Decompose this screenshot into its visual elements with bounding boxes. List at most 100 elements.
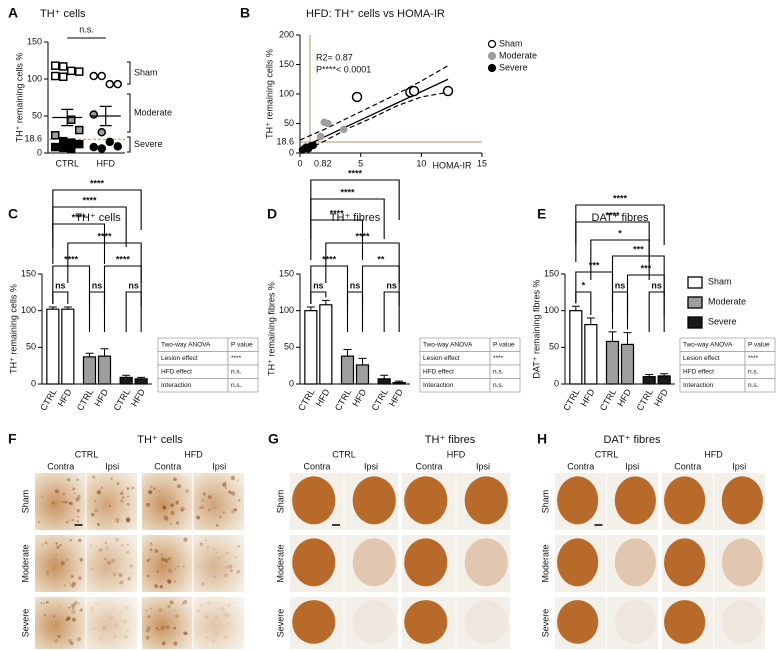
bar xyxy=(584,324,598,385)
error-bar xyxy=(85,352,94,357)
micrograph-detail xyxy=(62,492,66,496)
micrograph-detail xyxy=(55,489,60,494)
confidence-band xyxy=(299,91,449,154)
micrograph-detail xyxy=(404,600,448,644)
row-label: Sham xyxy=(20,490,30,514)
category-label: CTRL xyxy=(370,387,390,412)
error-bar xyxy=(571,305,580,311)
table-text: P value xyxy=(748,341,770,348)
micrograph-detail xyxy=(464,538,508,587)
micrograph-detail xyxy=(175,502,178,505)
micrograph-detail xyxy=(148,558,151,561)
significance-bracket xyxy=(88,291,106,332)
micrograph-detail xyxy=(233,508,238,512)
micrograph-detail xyxy=(145,628,150,633)
bar xyxy=(569,310,583,385)
micrograph-detail xyxy=(126,635,129,638)
significance-label: **** xyxy=(322,254,337,264)
table-text: **** xyxy=(231,355,242,362)
micrograph-detail xyxy=(229,568,233,573)
micrograph-detail xyxy=(207,508,211,512)
micrograph-detail xyxy=(200,505,205,510)
micrograph-detail xyxy=(154,549,159,553)
table-text: Two-way ANOVA xyxy=(683,341,733,348)
micrograph-detail xyxy=(163,515,168,520)
y-axis-label: TH⁺ remaining cells % xyxy=(264,49,274,139)
micrograph-detail xyxy=(41,495,44,498)
micrograph-detail xyxy=(126,487,130,490)
micrograph-detail xyxy=(230,475,235,481)
micrograph-detail xyxy=(129,564,133,568)
micrograph-detail xyxy=(90,512,95,517)
significance-bracket xyxy=(310,291,327,304)
regression-line xyxy=(299,78,449,149)
micrograph-detail xyxy=(196,631,199,635)
micrograph-detail xyxy=(196,515,201,520)
micrograph-detail xyxy=(215,551,218,554)
data-point xyxy=(113,79,122,89)
micrograph-detail xyxy=(214,615,219,619)
micrograph xyxy=(193,597,244,649)
micrograph xyxy=(35,597,86,649)
category-label: CTRL xyxy=(561,387,581,412)
significance-bracket xyxy=(125,291,142,332)
category-label: HFD xyxy=(97,158,116,168)
error-bar xyxy=(608,331,617,342)
significance-label: **** xyxy=(330,208,345,218)
micrograph-detail xyxy=(213,506,216,509)
annotation: R2= 0.87 xyxy=(316,52,353,62)
micrograph xyxy=(86,535,137,592)
category-label: CTRL xyxy=(635,387,655,412)
micrograph-detail xyxy=(60,560,65,565)
row-label: Moderate xyxy=(275,544,285,582)
micrograph-detail xyxy=(89,544,92,547)
significance-label: ns xyxy=(651,280,662,290)
data-point xyxy=(59,62,68,71)
micrograph-detail xyxy=(213,575,216,578)
micrograph-detail xyxy=(119,491,124,496)
micrograph-detail xyxy=(111,558,116,563)
micrograph-detail xyxy=(180,506,185,512)
significance-label: **** xyxy=(605,210,620,220)
side-label: Contra xyxy=(415,461,442,471)
micrograph xyxy=(142,597,193,649)
micrograph-detail xyxy=(114,623,119,628)
micrograph-detail xyxy=(165,517,169,522)
y-tick-label: 0 xyxy=(289,378,294,388)
micrograph-detail xyxy=(96,522,101,527)
y-tick-label: 50 xyxy=(284,118,294,128)
micrograph-detail xyxy=(149,548,153,552)
micrograph-detail xyxy=(61,561,65,566)
micrograph-detail xyxy=(127,576,132,580)
legend-swatch xyxy=(687,276,703,289)
micrograph-detail xyxy=(227,613,231,618)
legend-label: Sham xyxy=(499,38,523,48)
micrograph-detail xyxy=(72,585,75,588)
micrograph-detail xyxy=(224,486,228,490)
micrograph-detail xyxy=(68,582,71,584)
bar xyxy=(97,355,112,385)
micrograph-detail xyxy=(224,613,229,618)
micrograph-detail xyxy=(221,627,224,630)
micrograph-detail xyxy=(104,541,107,545)
micrograph-detail xyxy=(126,495,130,498)
significance-bracket xyxy=(103,265,142,306)
micrograph-detail xyxy=(225,551,229,555)
y-tick-label: 200 xyxy=(279,29,294,39)
data-point xyxy=(351,91,363,103)
error-bar xyxy=(100,348,109,357)
micrograph-detail xyxy=(71,581,77,586)
y-tick-label: 50 xyxy=(26,342,36,352)
significance-label: ns xyxy=(92,280,103,290)
table-cell xyxy=(489,378,521,393)
significance-label: **** xyxy=(355,231,370,241)
table-cell xyxy=(227,378,259,393)
micrograph-detail xyxy=(160,553,164,556)
micrograph xyxy=(193,473,244,530)
y-tick-label: 100 xyxy=(21,305,36,315)
significance-label: **** xyxy=(97,231,112,241)
micrograph-detail xyxy=(127,578,130,581)
data-point xyxy=(309,141,318,150)
legend-label: Severe xyxy=(708,316,737,326)
category-label: HFD xyxy=(387,387,405,408)
